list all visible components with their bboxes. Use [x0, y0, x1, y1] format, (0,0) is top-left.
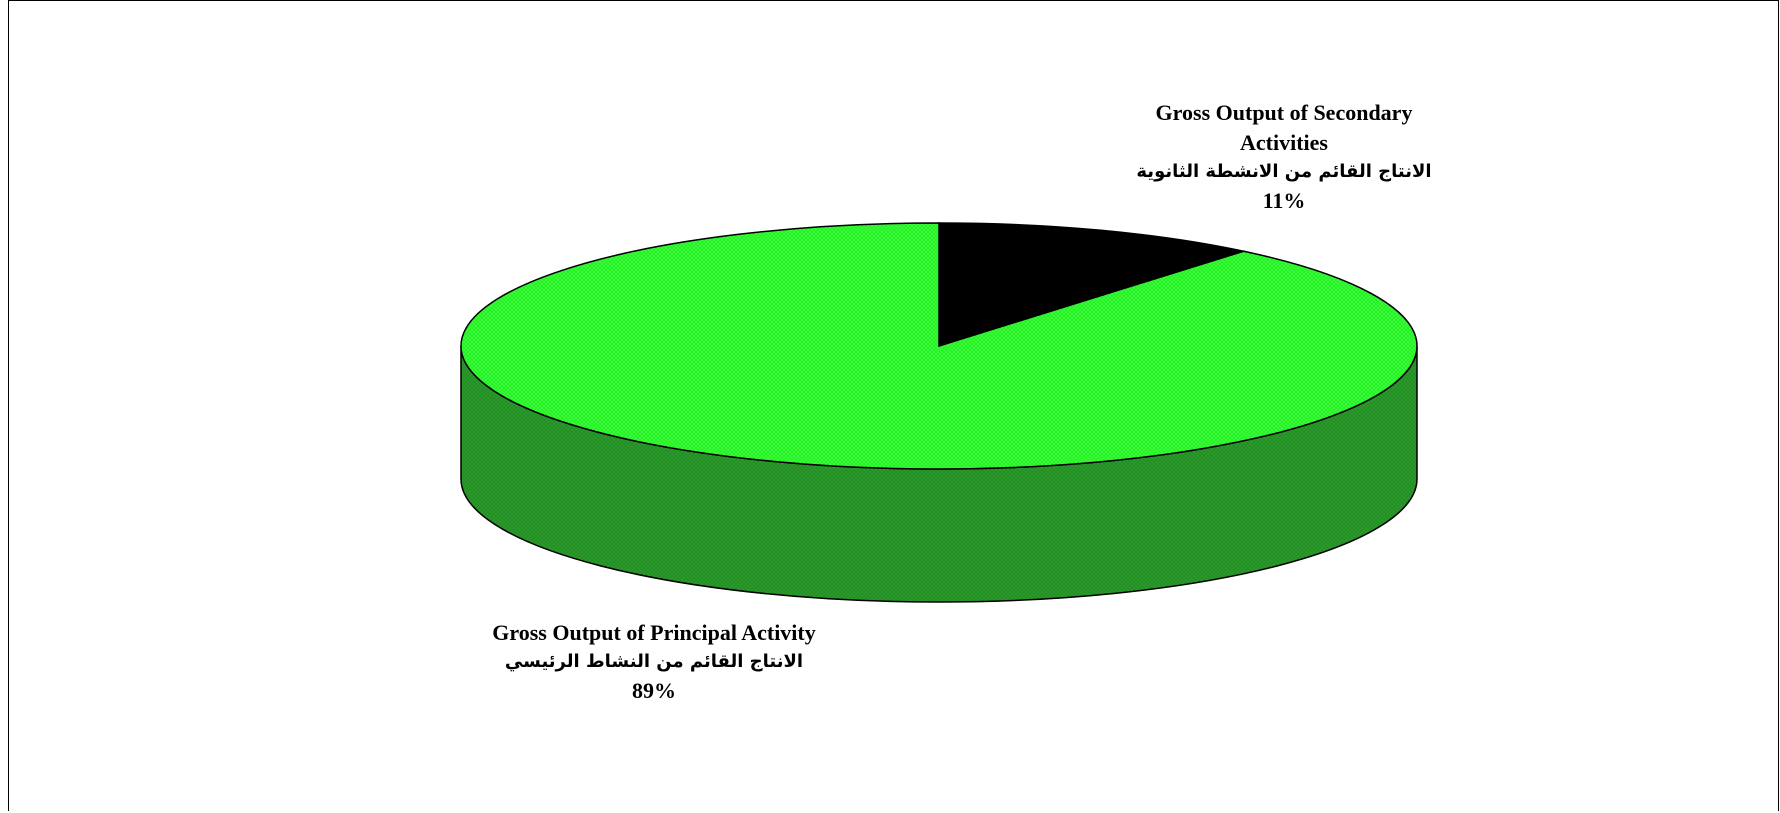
- slice-label-principal: Gross Output of Principal Activity الانت…: [489, 618, 819, 706]
- slice-label-secondary-ar: الانتاج القائم من الانشطة الثانوية: [1136, 161, 1432, 182]
- chart-area: Gross Output of Secondary Activities الا…: [8, 0, 1779, 811]
- pie-chart: [460, 222, 1418, 603]
- slice-label-principal-ar: الانتاج القائم من النشاط الرئيسي: [504, 651, 804, 672]
- slice-label-principal-en: Gross Output of Principal Activity: [492, 620, 816, 645]
- slice-label-secondary-en: Gross Output of Secondary Activities: [1155, 100, 1413, 155]
- pie-tops: [460, 222, 1418, 470]
- slice-label-principal-percent: 89%: [632, 678, 676, 703]
- slice-label-secondary: Gross Output of Secondary Activities الا…: [1119, 98, 1449, 216]
- slice-label-secondary-percent: 11%: [1262, 188, 1306, 213]
- pie-slice-gross-output-of-secondary-activities: [938, 222, 1247, 348]
- pie-slice-gross-output-of-principal-activity: [460, 222, 1418, 470]
